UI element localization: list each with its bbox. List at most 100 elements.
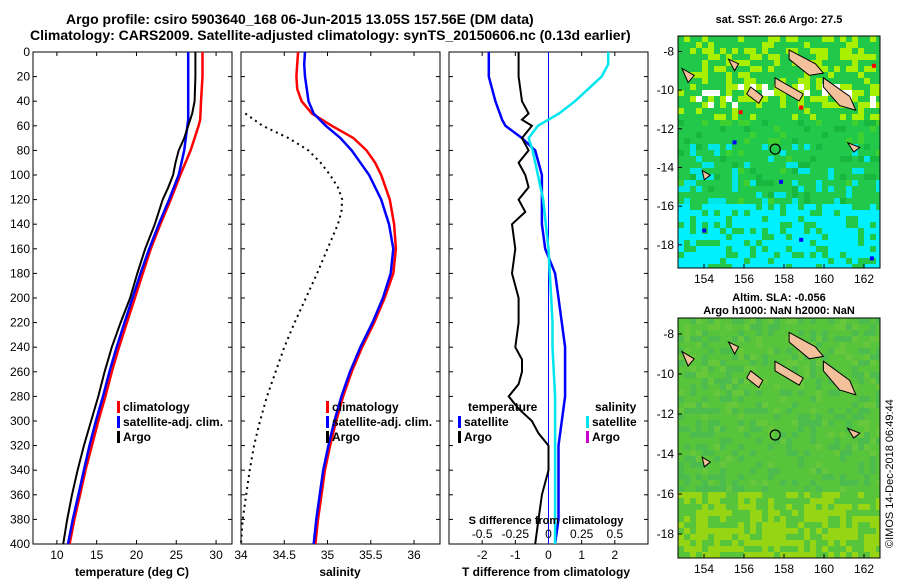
sla-cell [720, 462, 726, 468]
sla-cell [810, 396, 816, 402]
sst-cell [846, 42, 852, 48]
sla-cell [810, 426, 816, 432]
sla-cell [750, 498, 756, 504]
sst-cell [798, 258, 804, 264]
sla-cell [858, 444, 864, 450]
series-line-climatology [68, 52, 204, 545]
sst-cell [864, 222, 870, 228]
sst-cell [756, 66, 762, 72]
sst-cell [780, 90, 786, 96]
sst-cell [840, 84, 846, 90]
sla-cell [834, 348, 840, 354]
sla-cell [864, 474, 870, 480]
sla-cell [690, 432, 696, 438]
sla-cell [690, 462, 696, 468]
sla-cell [870, 402, 876, 408]
map-y-tick-label: -12 [657, 407, 675, 421]
legend-temperature-swatch [117, 431, 120, 443]
sst-cell [780, 258, 786, 264]
sla-cell [732, 390, 738, 396]
sla-cell [732, 336, 738, 342]
sst-cell [678, 234, 684, 240]
sla-cell [720, 396, 726, 402]
sla-cell [846, 450, 852, 456]
sst-cell [810, 48, 816, 54]
sst-cell [684, 216, 690, 222]
sst-cell [732, 84, 738, 90]
sla-cell [684, 348, 690, 354]
sst-cell [750, 204, 756, 210]
sla-cell [678, 414, 684, 420]
sla-cell [702, 366, 708, 372]
sst-cell [822, 264, 828, 268]
sst-cell [840, 174, 846, 180]
sst-cell [720, 66, 726, 72]
sst-cell [768, 216, 774, 222]
sst-cell [804, 246, 810, 252]
sst-cell [750, 180, 756, 186]
sla-cell [804, 492, 810, 498]
argo-position-marker [769, 429, 781, 441]
sst-cell [684, 198, 690, 204]
sla-cell [684, 408, 690, 414]
sst-cell [846, 180, 852, 186]
sst-cell [840, 204, 846, 210]
sla-cell [750, 468, 756, 474]
sla-cell [876, 498, 880, 504]
sst-cell [750, 54, 756, 60]
sst-cell [696, 234, 702, 240]
sst-cell [702, 78, 708, 84]
sst-cell [870, 174, 876, 180]
sst-cell [810, 114, 816, 120]
sst-cell [852, 252, 858, 258]
sla-cell [738, 504, 744, 510]
sst-cell [858, 246, 864, 252]
sst-cell [768, 240, 774, 246]
sst-cell [834, 222, 840, 228]
sst-cell [762, 240, 768, 246]
sst-cell [828, 36, 834, 42]
sla-cell [690, 390, 696, 396]
sla-cell [732, 540, 738, 546]
sla-cell [738, 378, 744, 384]
sla-cell [708, 498, 714, 504]
map-bottom-title-1: Altim. SLA: -0.056 [732, 292, 826, 304]
island-shape [822, 76, 857, 111]
sst-cell [804, 168, 810, 174]
sst-cell [738, 222, 744, 228]
sst-cell [780, 132, 786, 138]
sst-cell [684, 258, 690, 264]
sst-cell [750, 258, 756, 264]
sst-cell [858, 54, 864, 60]
sst-cell [684, 234, 690, 240]
sla-cell [792, 354, 798, 360]
sla-cell [720, 360, 726, 366]
sla-cell [726, 390, 732, 396]
map-frame [677, 35, 881, 269]
sst-cell [684, 228, 690, 234]
sla-cell [768, 540, 774, 546]
sst-cell [876, 156, 880, 162]
sst-cell [708, 48, 714, 54]
island-shape [746, 370, 764, 389]
sla-cell [744, 324, 750, 330]
sst-cell [834, 252, 840, 258]
sst-cell [864, 120, 870, 126]
sla-cell [750, 318, 756, 324]
sst-cell [750, 222, 756, 228]
sst-cell [738, 168, 744, 174]
sla-cell [744, 504, 750, 510]
sst-cell [828, 102, 834, 108]
sla-cell [768, 516, 774, 522]
sst-cell [702, 162, 708, 168]
sst-cell [678, 228, 684, 234]
sst-cell [786, 228, 792, 234]
sla-cell [702, 354, 708, 360]
sla-cell [690, 318, 696, 324]
sla-cell [696, 540, 702, 546]
sla-cell [786, 540, 792, 546]
sst-cell [792, 180, 798, 186]
sla-cell [702, 444, 708, 450]
sla-cell [702, 384, 708, 390]
sla-cell [876, 390, 880, 396]
